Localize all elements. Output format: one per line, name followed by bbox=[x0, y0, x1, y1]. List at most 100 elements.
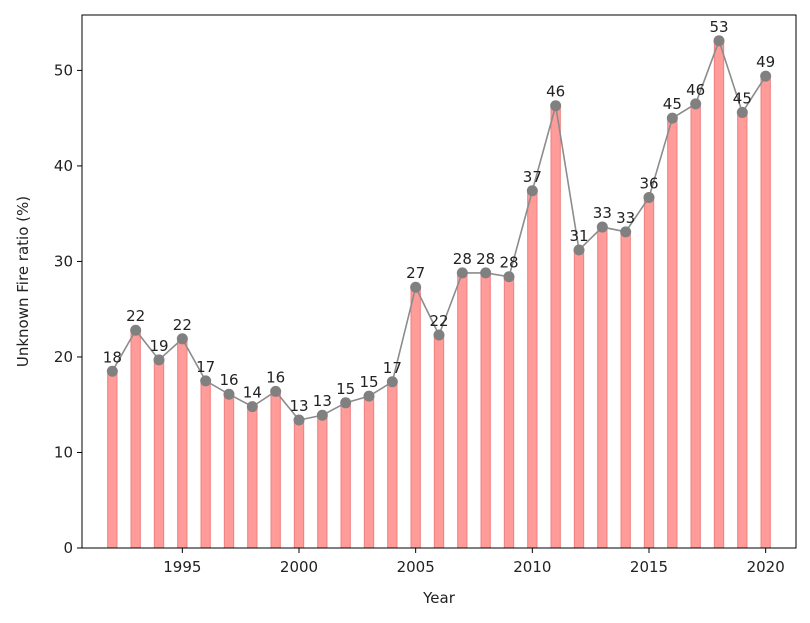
bar-2016 bbox=[667, 117, 678, 549]
x-tick-label-2015: 2015 bbox=[630, 558, 668, 576]
point-2010 bbox=[526, 185, 538, 197]
data-label-2002: 15 bbox=[336, 380, 355, 398]
data-label-2016: 45 bbox=[663, 95, 682, 113]
point-2019 bbox=[736, 106, 748, 118]
point-1997 bbox=[223, 388, 235, 400]
data-label-2010: 37 bbox=[523, 168, 542, 186]
data-label-1994: 19 bbox=[149, 337, 168, 355]
bar-2013 bbox=[597, 226, 608, 549]
point-2011 bbox=[550, 100, 562, 112]
point-1992 bbox=[106, 365, 118, 377]
bar-2010 bbox=[527, 190, 538, 549]
point-2003 bbox=[363, 390, 375, 402]
x-axis-title: Year bbox=[422, 589, 456, 607]
point-1994 bbox=[153, 354, 165, 366]
bar-2020 bbox=[760, 75, 771, 549]
bar-2017 bbox=[690, 103, 701, 549]
point-1993 bbox=[130, 324, 142, 336]
bar-2015 bbox=[643, 196, 655, 549]
point-2018 bbox=[713, 35, 725, 47]
y-tick-label-10: 10 bbox=[54, 443, 73, 461]
y-axis-ticks: 0 10 20 30 40 50 bbox=[54, 61, 82, 557]
data-label-1997: 16 bbox=[219, 371, 238, 389]
point-2005 bbox=[410, 281, 422, 293]
bar-2008 bbox=[480, 272, 491, 549]
data-label-1999: 16 bbox=[266, 368, 285, 386]
y-axis-title: Unknown Fire ratio (%) bbox=[14, 196, 32, 367]
bar-2005 bbox=[410, 286, 421, 549]
data-label-2004: 17 bbox=[383, 359, 402, 377]
point-1998 bbox=[246, 401, 258, 413]
y-tick-label-0: 0 bbox=[63, 539, 73, 557]
x-tick-label-2020: 2020 bbox=[747, 558, 785, 576]
point-2020 bbox=[760, 70, 772, 82]
point-2014 bbox=[620, 226, 632, 238]
point-1999 bbox=[270, 385, 282, 397]
y-tick-label-50: 50 bbox=[54, 61, 73, 79]
x-axis-ticks: 1995 2000 2005 2010 2015 2020 bbox=[163, 548, 785, 576]
bar-1993 bbox=[130, 329, 141, 549]
x-tick-label-1995: 1995 bbox=[163, 558, 201, 576]
bar-1999 bbox=[270, 390, 281, 549]
data-label-1992: 18 bbox=[103, 348, 122, 366]
bar-2012 bbox=[573, 249, 585, 549]
data-label-2014: 33 bbox=[616, 209, 635, 227]
bar-2019 bbox=[737, 111, 748, 549]
bar-2014 bbox=[620, 231, 631, 549]
bar-2002 bbox=[340, 402, 351, 549]
data-label-2009: 28 bbox=[499, 254, 518, 272]
data-label-2006: 22 bbox=[429, 312, 448, 330]
bar-2009 bbox=[503, 276, 515, 549]
y-tick-label-40: 40 bbox=[54, 157, 73, 175]
bar-1992 bbox=[107, 370, 118, 549]
point-2002 bbox=[340, 397, 352, 409]
bar-2006 bbox=[433, 334, 445, 549]
point-1996 bbox=[200, 375, 212, 387]
data-label-2005: 27 bbox=[406, 264, 425, 282]
point-2008 bbox=[480, 267, 492, 279]
data-label-2017: 46 bbox=[686, 81, 705, 99]
bar-2004 bbox=[387, 381, 398, 549]
data-label-2008: 28 bbox=[476, 250, 495, 268]
point-2000 bbox=[293, 414, 305, 426]
data-label-1998: 14 bbox=[243, 384, 262, 402]
point-2007 bbox=[456, 267, 468, 279]
markers bbox=[106, 35, 772, 426]
data-label-2000: 13 bbox=[289, 397, 308, 415]
x-tick-label-2005: 2005 bbox=[397, 558, 435, 576]
y-tick-label-30: 30 bbox=[54, 252, 73, 270]
data-label-2020: 49 bbox=[756, 53, 775, 71]
data-label-2018: 53 bbox=[709, 18, 728, 36]
bar-2003 bbox=[363, 395, 375, 549]
point-2017 bbox=[690, 98, 702, 110]
bar-1998 bbox=[247, 406, 258, 549]
bar-2011 bbox=[550, 105, 561, 549]
data-label-2013: 33 bbox=[593, 204, 612, 222]
point-2001 bbox=[316, 409, 328, 421]
data-label-1993: 22 bbox=[126, 307, 145, 325]
data-label-2011: 46 bbox=[546, 83, 565, 101]
point-2016 bbox=[666, 112, 678, 124]
bar-1997 bbox=[223, 393, 235, 549]
point-2013 bbox=[596, 221, 608, 233]
point-2012 bbox=[573, 244, 585, 256]
y-tick-label-20: 20 bbox=[54, 348, 73, 366]
point-2015 bbox=[643, 191, 655, 203]
data-label-2012: 31 bbox=[569, 227, 588, 245]
point-2006 bbox=[433, 329, 445, 341]
bar-1994 bbox=[153, 359, 165, 549]
point-2004 bbox=[386, 376, 398, 388]
bar-2007 bbox=[457, 272, 468, 549]
data-label-2019: 45 bbox=[733, 89, 752, 107]
plot-frame bbox=[81, 14, 797, 549]
point-2009 bbox=[503, 271, 515, 283]
data-label-2015: 36 bbox=[639, 174, 658, 192]
data-label-1995: 22 bbox=[173, 316, 192, 334]
data-label-2003: 15 bbox=[359, 373, 378, 391]
bar-2000 bbox=[293, 419, 305, 549]
bar-1996 bbox=[200, 380, 211, 549]
point-1995 bbox=[176, 333, 188, 345]
bar-2018 bbox=[713, 40, 725, 549]
data-label-2007: 28 bbox=[453, 250, 472, 268]
